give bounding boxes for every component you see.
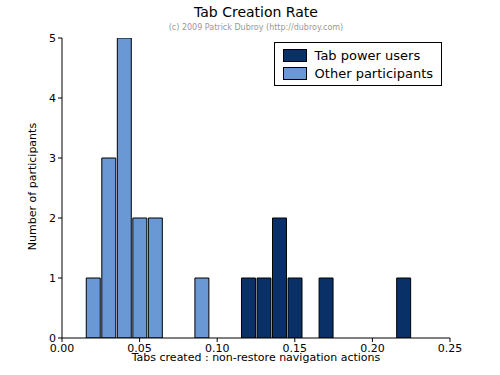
svg-text:0.15: 0.15 — [282, 341, 307, 355]
svg-text:0.00: 0.00 — [49, 341, 75, 355]
svg-text:0.25: 0.25 — [438, 342, 463, 355]
html-text:Tabs created : non-restore nav: Tabs created : non-restore navigation ac… — [131, 351, 381, 364]
svg-text:0: 0 — [49, 332, 56, 345]
svg-text:1: 1 — [49, 272, 56, 285]
svg-text:5: 5 — [49, 32, 56, 45]
svg-text:4: 4 — [49, 92, 56, 105]
svg-text:0.05: 0.05 — [127, 341, 152, 355]
svg-text:0.10: 0.10 — [204, 341, 230, 355]
html-text:Number of participants: Number of participants — [25, 122, 39, 251]
html-text:Other participants: Other participants — [314, 65, 433, 81]
svg-text:0.20: 0.20 — [360, 341, 385, 355]
svg-text:2: 2 — [49, 212, 56, 225]
svg-text:3: 3 — [49, 152, 56, 165]
html-text:Tab Creation Rate: Tab Creation Rate — [194, 4, 318, 20]
html-text:(c) 2009 Patrick Dubroy (http:: (c) 2009 Patrick Dubroy (http://dubroy.c… — [168, 23, 344, 32]
html-text:Tab power users: Tab power users — [314, 47, 421, 63]
